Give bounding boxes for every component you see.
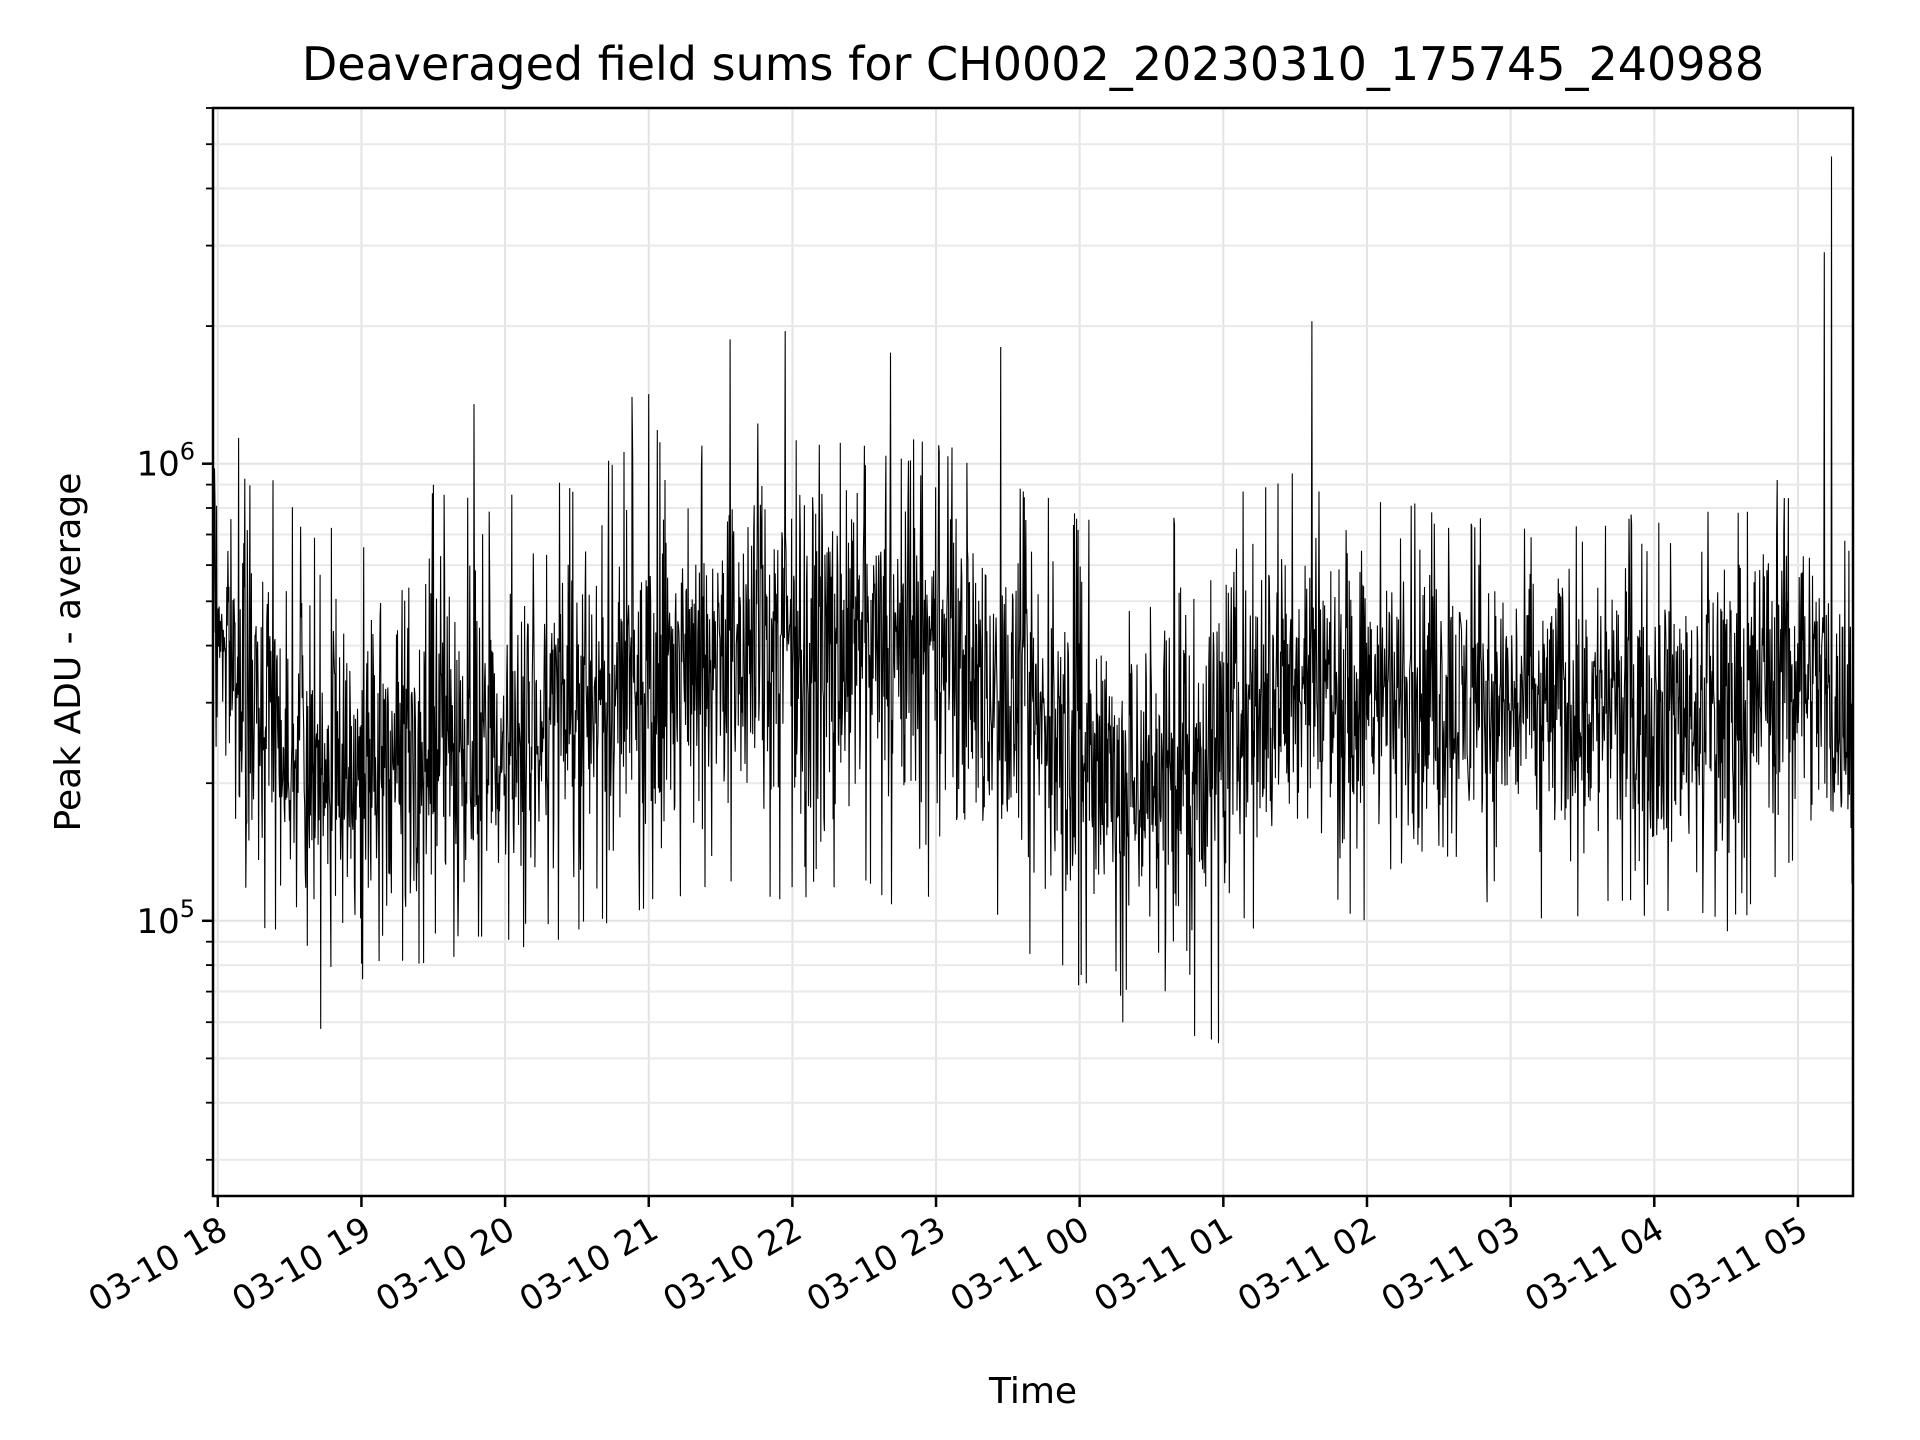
x-tick-label: 03-11 02 [1231,1209,1383,1320]
x-tick-label: 03-10 20 [369,1209,521,1320]
x-tick-label: 03-11 01 [1087,1209,1239,1320]
y-axis-label: Peak ADU - average [48,473,89,832]
x-tick-label: 03-10 23 [800,1209,952,1320]
x-tick-label: 03-11 05 [1662,1209,1814,1320]
series-line [212,156,1854,1167]
x-tick-label: 03-10 21 [513,1209,665,1320]
x-tick-label: 03-10 19 [226,1209,378,1320]
chart-title: Deaveraged field sums for CH0002_2023031… [302,37,1764,91]
x-tick-label: 03-10 18 [82,1209,234,1320]
y-tick-label: 105 [136,895,195,942]
x-tick-label: 03-11 00 [944,1209,1096,1320]
plot-frame [211,106,1855,1198]
series-layer [212,156,1854,1167]
grid [213,107,1853,1196]
x-axis-label: Time [988,1371,1077,1412]
x-tick-label: 03-11 03 [1375,1209,1527,1320]
y-tick-label: 106 [136,438,195,485]
x-tick-label: 03-11 04 [1518,1209,1670,1320]
x-tick-label: 03-10 22 [656,1209,808,1320]
